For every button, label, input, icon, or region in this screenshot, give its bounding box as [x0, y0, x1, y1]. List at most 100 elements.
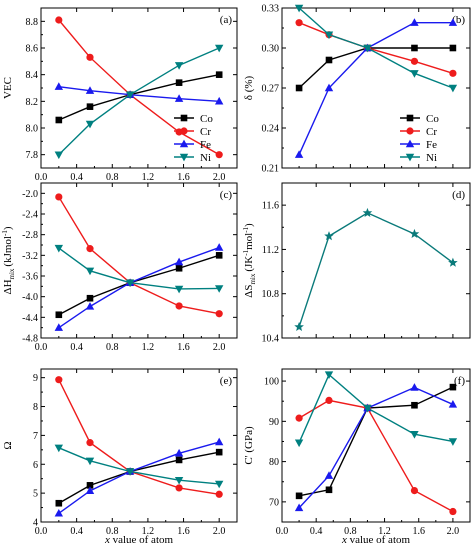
data-point	[175, 484, 183, 492]
series-co	[295, 44, 457, 92]
y-axis-label: VEC	[2, 77, 14, 99]
y-axis-label: ΔSmix(JK-1mol-1)	[242, 223, 257, 298]
data-point	[54, 151, 64, 160]
plot-frame	[281, 368, 471, 523]
data-point	[215, 151, 223, 159]
data-point	[86, 482, 94, 489]
series-line	[298, 47, 453, 89]
y-tick-label: 7	[33, 431, 38, 442]
y-tick-label: 8.0	[26, 124, 39, 135]
y-label-main: δ (%)	[243, 75, 255, 100]
data-point	[54, 508, 64, 517]
y-label-sup: -1	[242, 249, 250, 255]
x-axis-label-right: x value of atom	[341, 534, 411, 546]
data-point	[449, 383, 457, 391]
x-label-text: value of atom	[347, 534, 411, 546]
panel-label: (e)	[220, 375, 233, 387]
data-point	[363, 44, 372, 53]
data-point	[55, 499, 63, 507]
y-label-sub: mix	[8, 268, 16, 279]
x-label-var: x	[341, 534, 347, 546]
x-tick-label: 0.0	[276, 526, 289, 537]
series-line	[298, 373, 454, 443]
data-point	[410, 70, 419, 78]
data-point	[55, 193, 63, 201]
y-label-main: ΔH	[2, 279, 14, 294]
legend-marker	[179, 153, 189, 162]
series-cr	[295, 396, 457, 516]
data-point	[295, 84, 303, 92]
legend-entry: Co	[200, 113, 213, 125]
y-tick-label: 90	[269, 417, 279, 428]
y-label-main: VEC	[2, 77, 14, 99]
data-point	[410, 57, 419, 65]
x-tick-label: 1.2	[378, 526, 391, 537]
y-tick-label: 8.6	[26, 44, 39, 55]
data-point	[86, 245, 94, 253]
legend-entry: Ni	[200, 152, 211, 164]
data-point	[448, 438, 458, 446]
data-point	[295, 414, 303, 422]
series-ni	[54, 444, 224, 489]
legend-entry: Co	[426, 113, 439, 125]
series-cr	[55, 16, 223, 159]
data-point	[55, 116, 63, 124]
legend-marker	[405, 139, 415, 148]
x-tick-label: 2.0	[213, 526, 226, 537]
series-cr	[55, 376, 223, 498]
series-ni	[294, 371, 458, 448]
y-tick-label: 4	[33, 518, 38, 529]
y-axis-label: δ (%)	[243, 75, 255, 100]
y-label-close: )	[243, 223, 255, 227]
data-point	[411, 401, 418, 409]
legend-marker	[180, 127, 188, 135]
data-point	[448, 84, 458, 93]
series-line	[298, 212, 454, 328]
y-tick-label: 5	[33, 489, 38, 500]
data-point	[215, 310, 223, 318]
legend-marker	[406, 114, 414, 122]
data-point	[175, 302, 183, 310]
y-tick-label: 9	[33, 373, 38, 384]
data-point	[448, 400, 458, 408]
y-label-sup2: -1	[242, 226, 250, 232]
data-point	[85, 86, 95, 94]
data-point	[85, 486, 95, 495]
y-tick-label: 0.21	[262, 164, 280, 175]
data-point	[410, 18, 419, 26]
x-tick-label: 0.8	[106, 172, 119, 183]
data-point	[362, 207, 373, 217]
x-label-var: x	[104, 534, 110, 546]
series-ni	[54, 244, 224, 294]
data-point	[54, 323, 64, 331]
series-line	[58, 447, 220, 485]
y-tick-label: -2.8	[22, 230, 38, 241]
data-point	[175, 79, 183, 86]
panel-label: (c)	[220, 189, 233, 201]
y-tick-label: 0.30	[262, 44, 280, 55]
data-point	[294, 321, 304, 332]
y-tick-label: 100	[264, 377, 279, 388]
data-point	[125, 279, 135, 288]
y-label-close: )	[2, 226, 14, 230]
y-tick-label: 0.24	[262, 124, 280, 135]
x-tick-label: 1.6	[177, 342, 190, 353]
data-point	[324, 31, 334, 40]
series-line	[58, 73, 220, 121]
y-tick-label: -2.4	[22, 210, 38, 221]
data-point	[214, 44, 224, 53]
series-line	[58, 196, 220, 315]
data-point	[294, 503, 304, 512]
data-point	[295, 492, 303, 500]
y-tick-label: 70	[269, 497, 279, 508]
data-point	[85, 302, 95, 310]
data-point	[294, 150, 304, 158]
plot-frame	[281, 182, 471, 339]
y-tick-label: -4.8	[22, 334, 38, 345]
legend-entry: Fe	[426, 139, 437, 151]
y-tick-label: -2.0	[22, 189, 38, 200]
x-tick-label: 0.0	[35, 172, 48, 183]
